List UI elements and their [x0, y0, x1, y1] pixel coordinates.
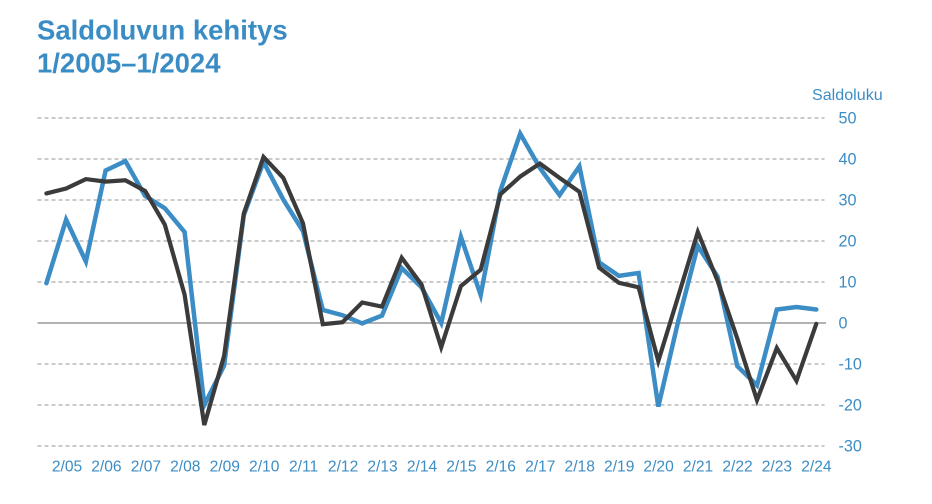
svg-text:2/14: 2/14 [407, 459, 438, 476]
svg-text:30: 30 [839, 192, 857, 210]
svg-text:2/09: 2/09 [210, 459, 240, 476]
svg-text:2/11: 2/11 [289, 459, 318, 476]
svg-text:10: 10 [839, 274, 857, 292]
svg-text:2/06: 2/06 [91, 459, 121, 476]
svg-text:2/23: 2/23 [762, 459, 792, 476]
svg-text:Saldoluku: Saldoluku [812, 86, 883, 104]
svg-text:-10: -10 [839, 356, 862, 374]
svg-text:2/24: 2/24 [801, 459, 832, 476]
svg-text:2/16: 2/16 [486, 459, 516, 476]
svg-text:2/07: 2/07 [131, 459, 161, 476]
svg-text:2/13: 2/13 [367, 459, 397, 476]
svg-text:-30: -30 [839, 438, 862, 456]
svg-text:0: 0 [839, 315, 848, 333]
svg-text:50: 50 [839, 110, 857, 128]
svg-text:2/18: 2/18 [565, 459, 595, 476]
svg-text:20: 20 [839, 233, 857, 251]
svg-text:-20: -20 [839, 397, 862, 415]
svg-text:2/20: 2/20 [643, 459, 674, 476]
svg-text:2/10: 2/10 [249, 459, 280, 476]
svg-text:2/12: 2/12 [328, 459, 358, 476]
svg-text:Saldoluvun kehitys: Saldoluvun kehitys [37, 15, 288, 46]
svg-text:2/05: 2/05 [52, 459, 83, 476]
svg-text:2/08: 2/08 [170, 459, 200, 476]
svg-text:2/22: 2/22 [722, 459, 752, 476]
svg-text:2/19: 2/19 [604, 459, 634, 476]
svg-text:2/21: 2/21 [683, 459, 713, 476]
svg-text:2/17: 2/17 [525, 459, 555, 476]
svg-text:2/15: 2/15 [446, 459, 477, 476]
svg-text:1/2005–1/2024: 1/2005–1/2024 [37, 48, 221, 79]
svg-text:40: 40 [839, 151, 857, 169]
